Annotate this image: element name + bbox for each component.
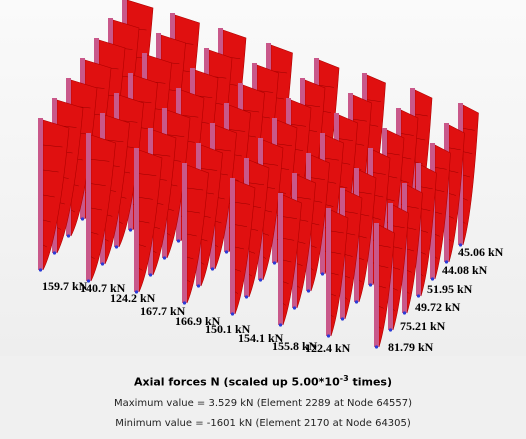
node [321,272,324,275]
caption-panel: Axial forces N (scaled up 5.00*10-3 time… [0,356,526,439]
caption-title-text: Axial forces N (scaled up 5.00*10 [134,376,340,389]
node [231,312,234,315]
node [355,300,358,303]
node [163,256,166,259]
node [369,283,372,286]
column [278,193,283,325]
column [86,133,91,281]
page: 159.7 kN140.7 kN124.2 kN167.7 kN166.9 kN… [0,0,526,439]
node [177,239,180,242]
node [307,289,310,292]
force-label: 49.72 kN [415,300,461,314]
node [129,228,132,231]
node [115,245,118,248]
caption-title-end: times) [349,376,392,389]
node [211,267,214,270]
node [149,273,152,276]
node [327,334,330,337]
node [225,250,228,253]
node [341,317,344,320]
viewport: 159.7 kN140.7 kN124.2 kN167.7 kN166.9 kN… [0,0,526,439]
force-label: 45.06 kN [458,245,504,259]
node [431,277,434,280]
column [374,223,379,347]
caption-minimum: Minimum value = -1601 kN (Element 2170 a… [0,418,526,429]
node [279,323,282,326]
column [326,208,331,336]
node [67,234,70,237]
caption-title: Axial forces N (scaled up 5.00*10-3 time… [0,374,526,389]
node [81,217,84,220]
column [38,118,43,270]
node [293,306,296,309]
node [389,328,392,331]
force-label: 124.2 kN [110,291,156,305]
node [101,262,104,265]
node [375,345,378,348]
force-label: 44.08 kN [442,263,488,277]
node [39,268,42,271]
caption-exponent: -3 [340,374,349,383]
node [259,278,262,281]
caption-maximum: Maximum value = 3.529 kN (Element 2289 a… [0,398,526,409]
node [53,251,56,254]
force-label: 81.79 kN [388,340,434,354]
force-label: 75.21 kN [400,319,446,333]
force-label: 51.95 kN [427,282,473,296]
column [134,148,139,292]
node [273,261,276,264]
node [197,284,200,287]
force-label: 122.4 kN [305,341,351,355]
node [417,294,420,297]
column [182,163,187,303]
column [230,178,235,314]
node [403,311,406,314]
node [245,295,248,298]
